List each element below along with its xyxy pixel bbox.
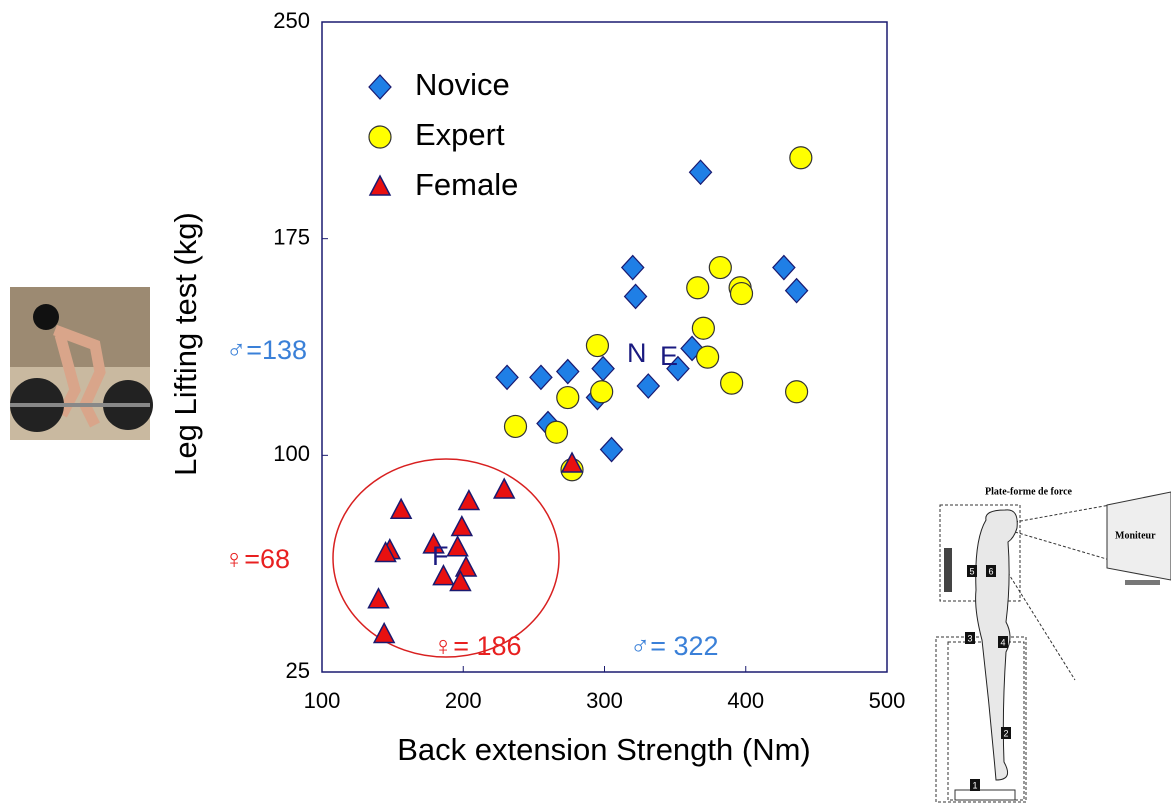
y-tick-label: 175	[273, 224, 310, 249]
diamond-marker	[369, 75, 391, 99]
triangle-marker	[391, 499, 411, 518]
diamond-marker	[622, 256, 644, 280]
triangle-marker	[448, 537, 468, 556]
diamond-marker	[601, 438, 623, 462]
triangle-marker	[374, 623, 394, 642]
photo-wall	[10, 287, 150, 367]
lifter-photo	[10, 287, 153, 440]
annotation: ♀=68	[224, 544, 290, 574]
x-tick-label: 200	[445, 688, 482, 713]
person-silhouette	[976, 510, 1018, 780]
diagram-number: 6	[988, 566, 993, 576]
frame	[936, 637, 1026, 802]
circle-marker	[692, 317, 714, 339]
annotation: ♂= 322	[630, 631, 719, 661]
y-axis-title: Leg Lifting test (kg)	[168, 212, 203, 476]
platform-diagram	[936, 505, 1110, 802]
legend-label: Novice	[415, 67, 510, 102]
page: {"chart_data": {"type": "scatter", "x_la…	[0, 0, 1171, 806]
x-axis-title: Back extension Strength (Nm)	[397, 732, 811, 767]
circle-marker	[790, 147, 812, 169]
monitor-label: Moniteur	[1115, 530, 1156, 541]
diagram-number: 4	[1000, 637, 1005, 647]
circle-marker	[557, 387, 579, 409]
sight-line	[1000, 560, 1075, 680]
circle-marker	[505, 415, 527, 437]
diamond-marker	[625, 284, 647, 308]
circle-marker	[369, 126, 391, 148]
circle-marker	[591, 381, 613, 403]
triangle-marker	[494, 479, 514, 498]
circle-marker	[709, 257, 731, 279]
diagram-number: 1	[972, 780, 977, 790]
y-tick-label: 100	[273, 441, 310, 466]
chart: Back extension Strength (Nm) Leg Lifting…	[0, 0, 1171, 806]
circle-marker	[786, 381, 808, 403]
diamond-marker	[786, 279, 808, 303]
diamond-marker	[530, 365, 552, 389]
y-tick-label: 25	[286, 658, 310, 683]
circle-marker	[586, 335, 608, 357]
diamond-marker	[773, 256, 795, 280]
diamond-marker	[690, 160, 712, 184]
triangle-marker	[459, 491, 479, 510]
triangle-marker	[452, 517, 472, 536]
legend-label: Expert	[415, 117, 505, 152]
photo-head	[33, 304, 59, 330]
circle-marker	[721, 372, 743, 394]
circle-marker	[731, 283, 753, 305]
diagram-number: 2	[1003, 728, 1008, 738]
annotation: F	[432, 541, 449, 571]
triangle-marker	[370, 176, 390, 195]
diagram-title: Plate-forme de force	[985, 486, 1073, 497]
annotation: N	[627, 338, 647, 368]
diagram-number: 3	[967, 633, 972, 643]
diamond-marker	[557, 360, 579, 384]
diamond-marker	[592, 357, 614, 381]
triangle-marker	[369, 589, 389, 608]
annotation: ♂=138	[226, 335, 307, 365]
diagram-number: 5	[969, 566, 974, 576]
sight-line	[1015, 505, 1110, 522]
circle-marker	[687, 277, 709, 299]
pad	[944, 548, 952, 592]
x-tick-label: 500	[869, 688, 906, 713]
sight-line	[1015, 532, 1110, 560]
circle-marker	[697, 346, 719, 368]
annotation: ♀= 186	[433, 631, 522, 661]
diamond-marker	[637, 374, 659, 398]
annotation: E	[660, 341, 678, 371]
legend-label: Female	[415, 167, 518, 202]
diamond-marker	[496, 365, 518, 389]
circle-marker	[545, 421, 567, 443]
base-plate	[955, 790, 1015, 800]
monitor-stand	[1125, 580, 1160, 585]
x-tick-label: 400	[727, 688, 764, 713]
x-tick-label: 300	[586, 688, 623, 713]
y-tick-label: 250	[273, 8, 310, 33]
x-tick-label: 100	[304, 688, 341, 713]
